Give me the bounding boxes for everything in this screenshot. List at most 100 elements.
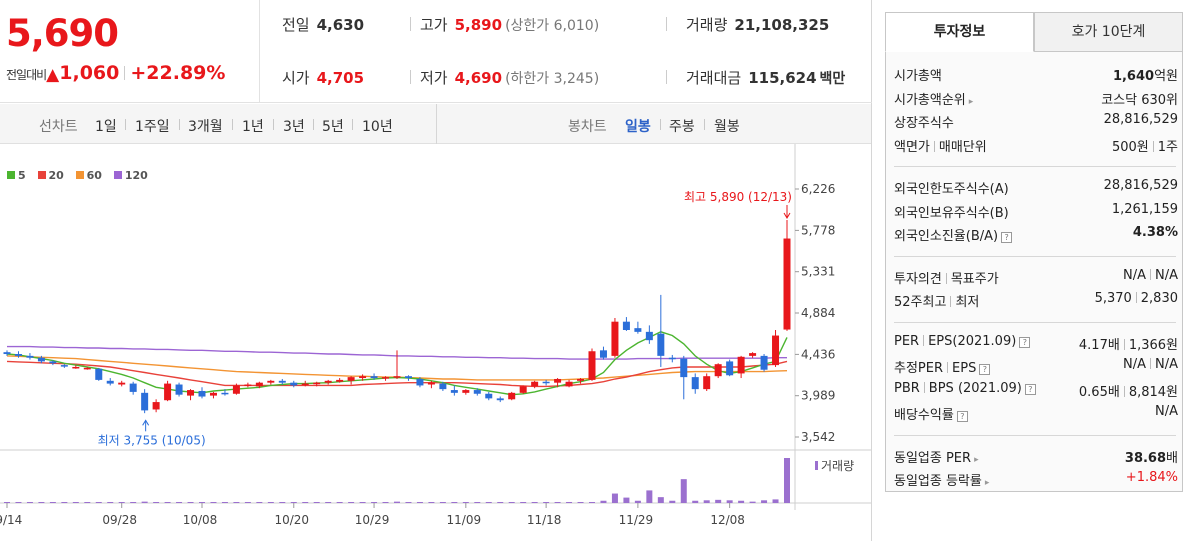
- candlestick-chart[interactable]: 6,226 5,778 5,331 4,884 4,436 3,989 3,542 09/14…: [0, 0, 872, 541]
- info-row[interactable]: 동일업종 등락률 ▸ +1.84%: [894, 470, 1178, 490]
- candle-body: [680, 358, 688, 378]
- volume-bar: [348, 502, 355, 503]
- candle-body: [691, 377, 699, 390]
- candle-body: [49, 361, 57, 364]
- candle-body: [783, 238, 791, 330]
- period-1d[interactable]: 1일: [95, 119, 117, 135]
- period-3m[interactable]: 3개월: [188, 119, 223, 135]
- x-tick-label: 11/09: [447, 513, 482, 527]
- candle-body: [714, 364, 722, 377]
- volume-bar: [118, 502, 125, 503]
- tab-orderbook-10[interactable]: 호가 10단계: [1034, 12, 1183, 52]
- chevron-right-icon: ▸: [984, 478, 990, 488]
- candle-body: [427, 382, 435, 385]
- candle-body: [485, 393, 493, 399]
- stat-volume: 거래량 21,108,325: [686, 16, 830, 34]
- change-percent: +22.89%: [130, 62, 226, 84]
- info-row: 외국인보유주식수(B) 1,261,159: [894, 202, 1178, 222]
- period-10y[interactable]: 10년: [362, 119, 393, 135]
- candle-body: [232, 385, 240, 394]
- x-tick-label: 10/29: [355, 513, 390, 527]
- x-tick-label: 12/08: [710, 513, 745, 527]
- info-key: 외국인한도주식수(A): [894, 182, 1009, 197]
- candle-body: [290, 382, 298, 386]
- period-1y[interactable]: 1년: [242, 119, 264, 135]
- candle-weekly[interactable]: 주봉: [669, 119, 695, 135]
- info-value: 4.38%: [1132, 225, 1178, 240]
- volume-bar: [726, 500, 733, 503]
- info-row[interactable]: PER EPS(2021.09)? 4.17배 1,366원: [894, 334, 1178, 354]
- low-arrow-head: [142, 419, 150, 426]
- candle-body: [416, 378, 424, 386]
- candle-body: [267, 380, 275, 383]
- candle-body: [588, 351, 596, 380]
- volume-bar: [325, 502, 332, 503]
- candle-body: [577, 378, 585, 381]
- candle-body: [404, 376, 412, 379]
- volume-bar: [267, 502, 274, 503]
- candle-body: [301, 383, 309, 386]
- info-value: 코스닥 630위: [1101, 92, 1178, 108]
- volume-bar: [589, 502, 595, 503]
- volume-bar: [61, 502, 68, 503]
- candle-body: [565, 381, 573, 387]
- candle-body: [737, 356, 745, 374]
- info-key: 배당수익률?: [894, 404, 968, 423]
- candle-body: [278, 380, 286, 383]
- volume-bar: [611, 493, 618, 503]
- info-key: 외국인보유주식수(B): [894, 205, 1009, 221]
- info-value: 1,261,159: [1111, 201, 1178, 217]
- volume-bar: [784, 458, 790, 503]
- candle-body: [324, 380, 332, 383]
- period-3y[interactable]: 3년: [283, 119, 305, 135]
- info-value: 28,816,529: [1103, 112, 1178, 127]
- candle-body: [382, 377, 390, 379]
- info-key: 추정PER EPS?: [894, 357, 991, 376]
- volume-bar: [38, 502, 45, 503]
- candle-body: [3, 352, 11, 355]
- candle-body: [129, 383, 137, 392]
- help-icon: ?: [1001, 232, 1013, 243]
- candle-body: [749, 353, 757, 356]
- help-icon: ?: [979, 364, 991, 375]
- volume-bar: [26, 502, 33, 503]
- tab-investment-info[interactable]: 투자정보: [885, 12, 1034, 52]
- candle-body: [726, 361, 734, 376]
- info-row[interactable]: 외국인소진율(B/A)? 4.38%: [894, 225, 1178, 245]
- volume-bar: [772, 499, 779, 503]
- chevron-right-icon: ▸: [968, 96, 974, 107]
- candle-body: [645, 331, 653, 341]
- y-tick-label: 3,989: [801, 389, 835, 403]
- candle-body: [83, 367, 91, 370]
- volume-bar: [187, 502, 194, 503]
- volume-bar: [130, 502, 137, 503]
- volume-bar: [210, 502, 217, 503]
- candle-daily[interactable]: 일봉: [625, 119, 651, 135]
- candle-body: [106, 380, 114, 384]
- period-5y[interactable]: 5년: [322, 119, 344, 135]
- volume-legend-swatch: [815, 461, 818, 470]
- high-annotation: 최고 5,890 (12/13): [684, 190, 792, 204]
- x-tick-label: 09/14: [0, 513, 22, 527]
- candle-body: [152, 402, 160, 410]
- info-row[interactable]: 배당수익률? N/A: [894, 404, 1178, 424]
- info-row[interactable]: 동일업종 PER ▸ 38.68배: [894, 447, 1178, 467]
- volume-bar: [141, 501, 148, 503]
- candle-body: [255, 382, 263, 387]
- info-row[interactable]: PBR BPS (2021.09)? 0.65배 8,814원: [894, 381, 1178, 401]
- candle-body: [370, 376, 378, 379]
- period-1w[interactable]: 1주일: [135, 119, 170, 135]
- info-value: 0.65배 8,814원: [1078, 384, 1178, 400]
- help-icon: ?: [956, 411, 968, 422]
- candle-body: [26, 355, 34, 358]
- volume-bar: [761, 500, 768, 503]
- volume-bar: [394, 501, 400, 503]
- stat-amount: 거래대금 115,624 백만: [686, 69, 846, 87]
- info-key: 시가총액: [894, 69, 942, 84]
- candle-monthly[interactable]: 월봉: [714, 119, 740, 135]
- info-row[interactable]: 추정PER EPS? N/A N/A: [894, 357, 1178, 377]
- candle-body: [599, 350, 607, 358]
- info-value: 500원 1주: [1111, 139, 1178, 155]
- info-row[interactable]: 시가총액순위 ▸ 코스닥 630위: [894, 89, 1178, 109]
- volume-bar: [405, 502, 412, 503]
